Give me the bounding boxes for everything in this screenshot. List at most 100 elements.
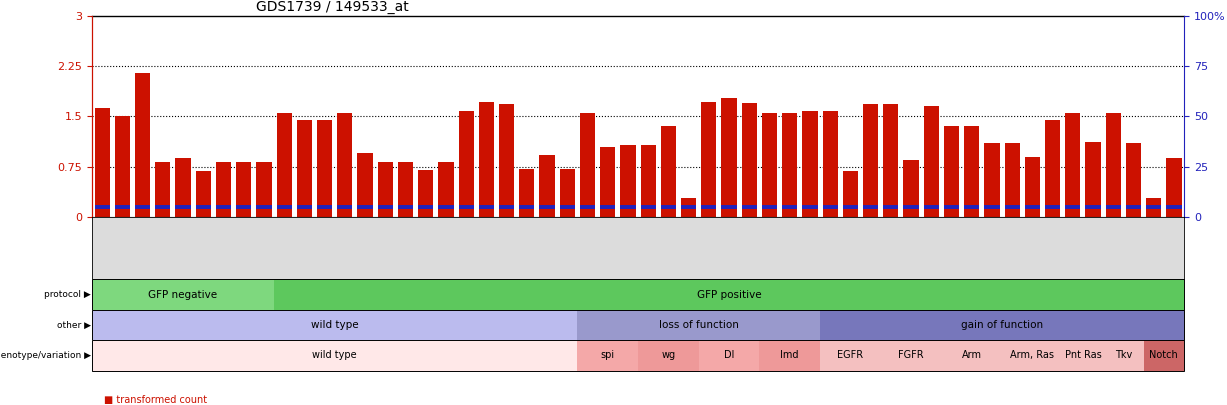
Text: GDS1739 / 149533_at: GDS1739 / 149533_at: [256, 0, 409, 14]
Bar: [519, 168, 535, 217]
Bar: [337, 113, 352, 217]
Bar: [924, 107, 939, 217]
Bar: [1045, 205, 1060, 209]
Text: wild type: wild type: [313, 350, 357, 360]
Bar: [156, 162, 171, 217]
Bar: [1065, 205, 1081, 209]
Bar: [924, 205, 939, 209]
Bar: [479, 102, 494, 217]
Bar: [883, 104, 898, 217]
Bar: [175, 205, 190, 209]
Bar: [256, 162, 271, 217]
Bar: [560, 205, 574, 209]
Bar: [640, 205, 655, 209]
Bar: [802, 111, 817, 217]
Bar: [843, 205, 858, 209]
Bar: [702, 102, 717, 217]
Bar: [782, 205, 798, 209]
Bar: [1106, 113, 1120, 217]
Text: Dl: Dl: [724, 350, 734, 360]
Text: Arm: Arm: [962, 350, 982, 360]
Bar: [135, 205, 150, 209]
Bar: [297, 205, 312, 209]
Bar: [540, 155, 555, 217]
Bar: [580, 205, 595, 209]
Bar: [195, 205, 211, 209]
Bar: [1126, 143, 1141, 217]
Text: loss of function: loss of function: [659, 320, 739, 330]
Bar: [94, 205, 109, 209]
Bar: [741, 205, 757, 209]
Text: Tkv: Tkv: [1115, 350, 1133, 360]
Bar: [702, 205, 717, 209]
Bar: [317, 120, 333, 217]
Bar: [822, 205, 838, 209]
Text: spi: spi: [601, 350, 615, 360]
Bar: [1106, 205, 1120, 209]
Text: Ras: Ras: [1085, 350, 1102, 360]
Bar: [378, 162, 393, 217]
Bar: [721, 205, 736, 209]
Bar: [661, 126, 676, 217]
Bar: [903, 205, 919, 209]
Bar: [216, 162, 231, 217]
Bar: [398, 162, 413, 217]
Bar: [135, 73, 150, 217]
Text: GFP negative: GFP negative: [148, 290, 217, 300]
Bar: [964, 205, 979, 209]
Bar: [1167, 205, 1182, 209]
Bar: [317, 205, 333, 209]
Bar: [519, 205, 535, 209]
Bar: [1126, 205, 1141, 209]
Bar: [944, 205, 960, 209]
Text: EGFR: EGFR: [837, 350, 864, 360]
Bar: [499, 104, 514, 217]
Bar: [276, 205, 292, 209]
Bar: [337, 205, 352, 209]
Bar: [1167, 158, 1182, 217]
Bar: [438, 162, 454, 217]
Bar: [357, 153, 373, 217]
Text: Pnt: Pnt: [1065, 350, 1081, 360]
Text: genotype/variation ▶: genotype/variation ▶: [0, 351, 91, 360]
Bar: [418, 205, 433, 209]
Bar: [944, 126, 960, 217]
Bar: [1045, 120, 1060, 217]
Bar: [115, 205, 130, 209]
Bar: [378, 205, 393, 209]
Bar: [398, 205, 413, 209]
Bar: [195, 171, 211, 217]
Text: gain of function: gain of function: [961, 320, 1043, 330]
Bar: [863, 205, 879, 209]
Bar: [984, 205, 1000, 209]
Bar: [883, 205, 898, 209]
Bar: [1005, 205, 1020, 209]
Bar: [1005, 143, 1020, 217]
Bar: [94, 108, 109, 217]
Bar: [903, 160, 919, 217]
Text: other ▶: other ▶: [56, 320, 91, 330]
Bar: [782, 113, 798, 217]
Bar: [802, 205, 817, 209]
Bar: [741, 103, 757, 217]
Bar: [762, 205, 777, 209]
Bar: [276, 113, 292, 217]
Text: Arm, Ras: Arm, Ras: [1010, 350, 1054, 360]
Bar: [479, 205, 494, 209]
Bar: [1025, 156, 1040, 217]
Text: GFP positive: GFP positive: [697, 290, 762, 300]
Bar: [236, 162, 252, 217]
Bar: [681, 198, 696, 217]
Bar: [438, 205, 454, 209]
Text: Imd: Imd: [780, 350, 799, 360]
Bar: [621, 145, 636, 217]
Bar: [964, 126, 979, 217]
Bar: [984, 143, 1000, 217]
Bar: [459, 111, 474, 217]
Bar: [681, 205, 696, 209]
Bar: [1065, 113, 1081, 217]
Bar: [175, 158, 190, 217]
Text: FGFR: FGFR: [898, 350, 924, 360]
Bar: [600, 147, 615, 217]
Bar: [1146, 198, 1161, 217]
